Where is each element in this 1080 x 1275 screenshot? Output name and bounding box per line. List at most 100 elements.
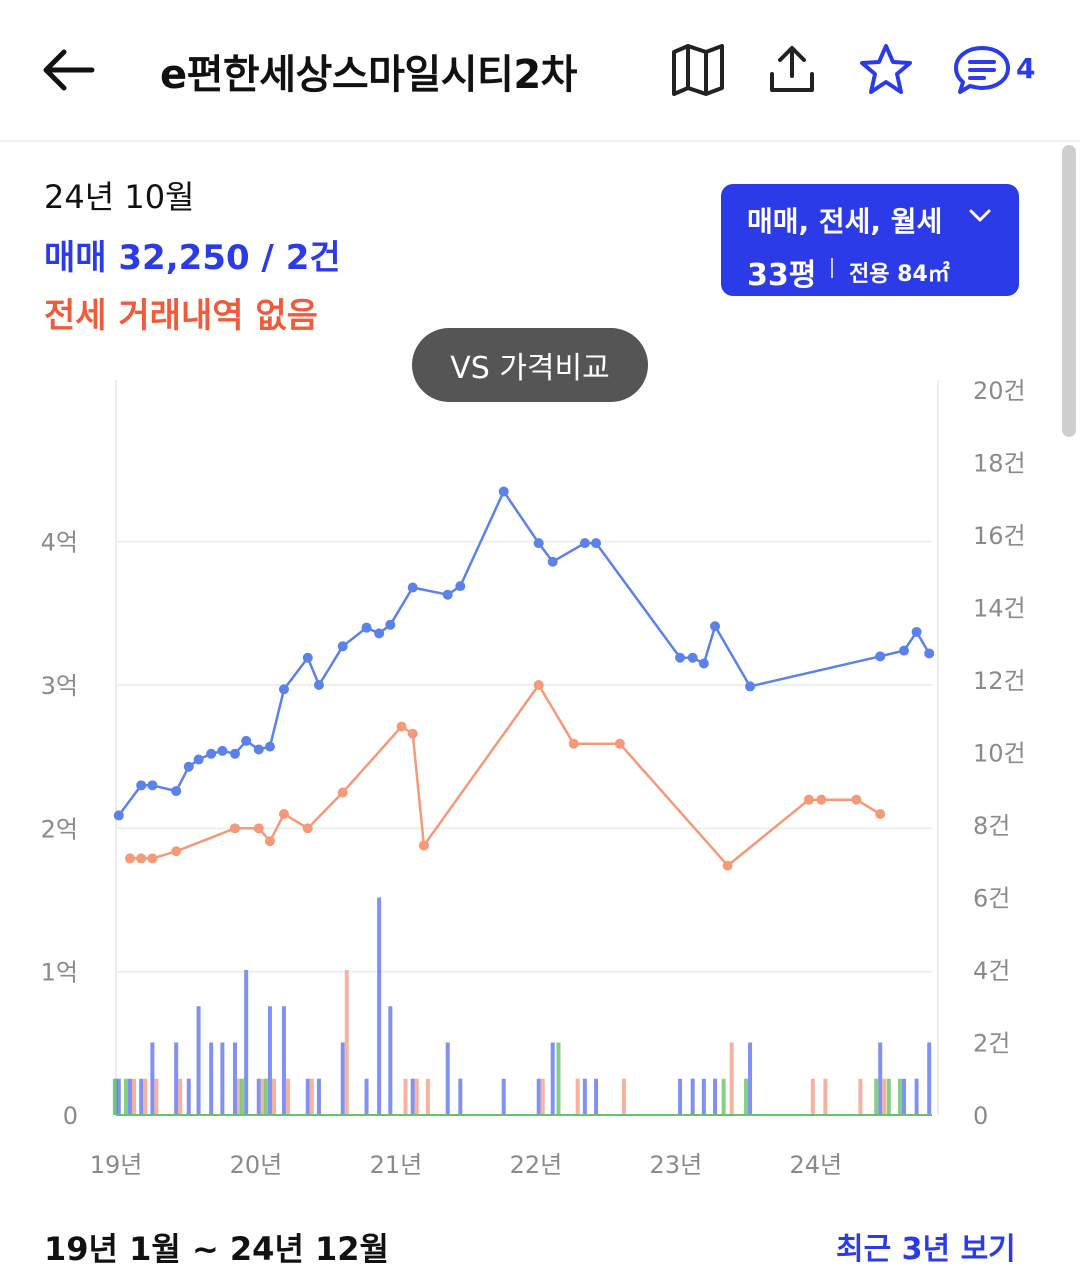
price-point xyxy=(533,538,544,549)
favorite-button[interactable] xyxy=(856,40,916,100)
price-point xyxy=(313,680,324,690)
separator xyxy=(831,258,833,278)
volume-bar xyxy=(281,1006,286,1115)
price-point xyxy=(899,645,910,656)
price-point xyxy=(455,581,466,592)
volume-bar xyxy=(882,1078,887,1115)
area-label: 전용 84㎡ xyxy=(849,262,950,287)
volume-bar xyxy=(267,1006,272,1115)
price-line xyxy=(117,490,931,817)
top-bar: e편한세상스마일시티2차 4 xyxy=(0,0,1080,142)
volume-bar xyxy=(582,1078,587,1115)
back-button[interactable] xyxy=(36,40,100,100)
price-point xyxy=(579,538,590,549)
volume-bar xyxy=(701,1078,706,1115)
price-line xyxy=(130,683,881,867)
volume-bar xyxy=(748,1042,753,1115)
right-axis-tick-label: 6건 xyxy=(973,885,1010,913)
volume-bar xyxy=(364,1078,369,1115)
price-point xyxy=(206,748,217,759)
x-axis-tick-label: 20년 xyxy=(230,1151,283,1179)
volume-bar xyxy=(340,1042,345,1115)
price-point xyxy=(253,823,264,834)
right-axis-tick-label: 14건 xyxy=(973,595,1026,623)
volume-bar xyxy=(425,1078,430,1115)
volume-bar xyxy=(713,1078,718,1115)
right-axis-tick-label: 18건 xyxy=(973,450,1026,478)
price-point xyxy=(418,840,429,851)
trade-type-label: 매매, 전세, 월세 xyxy=(747,205,943,238)
map-icon xyxy=(672,44,724,96)
volume-bar xyxy=(174,1042,179,1115)
recent-3-years-link[interactable]: 최근 3년 보기 xyxy=(836,1232,1016,1267)
x-axis-tick-label: 24년 xyxy=(790,1151,843,1179)
volume-bar xyxy=(556,1042,561,1115)
price-point xyxy=(241,735,252,746)
comments-button[interactable] xyxy=(952,40,1012,100)
left-axis-tick-label: 0 xyxy=(63,1102,78,1130)
volume-bar xyxy=(810,1078,815,1115)
volume-bar xyxy=(309,1078,314,1115)
volume-bar xyxy=(902,1078,907,1115)
volume-bar xyxy=(410,1078,415,1115)
price-point xyxy=(407,582,418,593)
volume-bar xyxy=(729,1042,734,1115)
volume-bar xyxy=(914,1078,919,1115)
volume-bar xyxy=(874,1078,879,1115)
price-point xyxy=(698,658,709,669)
volume-bar xyxy=(377,897,382,1115)
map-button[interactable] xyxy=(668,40,728,100)
price-point xyxy=(568,738,579,749)
price-point xyxy=(302,652,313,663)
jeonse-summary: 전세 거래내역 없음 xyxy=(44,296,318,336)
volume-bar xyxy=(123,1078,128,1115)
volume-bar xyxy=(458,1078,463,1115)
volume-bar xyxy=(721,1078,726,1115)
price-point xyxy=(722,860,733,871)
price-point xyxy=(183,761,194,772)
price-point xyxy=(374,628,385,639)
price-point xyxy=(745,681,756,692)
volume-bar xyxy=(260,1078,265,1115)
volume-bar xyxy=(744,1078,749,1115)
volume-bar xyxy=(445,1042,450,1115)
right-axis-tick-label: 12건 xyxy=(973,667,1026,695)
price-point xyxy=(533,680,544,690)
left-axis-tick-label: 1억 xyxy=(41,959,78,987)
volume-bar xyxy=(886,1078,891,1115)
volume-bar xyxy=(116,1078,121,1115)
price-chart[interactable]: 0 1억 2억 3억 4억 0 2건 4건 6건 8건 10건 12건 14건 16건 18건 20건 19년 2… xyxy=(0,370,1080,1200)
price-point xyxy=(147,780,158,791)
volume-bar xyxy=(139,1078,144,1115)
period-label: 19년 1월 ~ 24년 12월 xyxy=(44,1230,389,1268)
price-point xyxy=(924,648,935,659)
price-point xyxy=(113,810,124,821)
volume-bar xyxy=(403,1078,408,1115)
x-axis-tick-label: 23년 xyxy=(650,1151,703,1179)
volume-bar xyxy=(305,1078,310,1115)
volume-bar xyxy=(196,1006,201,1115)
selected-month: 24년 10월 xyxy=(44,178,195,216)
right-axis-tick-label: 10건 xyxy=(973,740,1026,768)
volume-bar xyxy=(550,1042,555,1115)
price-point xyxy=(253,744,264,755)
volume-bar xyxy=(154,1078,159,1115)
price-point xyxy=(337,641,348,652)
trade-filter-button[interactable]: 매매, 전세, 월세 33평 전용 84㎡ xyxy=(721,184,1019,296)
volume-bar xyxy=(236,1078,241,1115)
price-point xyxy=(396,721,407,732)
volume-bar xyxy=(316,1078,321,1115)
price-point xyxy=(816,794,827,805)
right-axis-tick-label: 4건 xyxy=(973,957,1010,985)
volume-bar xyxy=(540,1078,545,1115)
price-point xyxy=(875,809,886,819)
page-title: e편한세상스마일시티2차 xyxy=(160,52,577,98)
price-point xyxy=(229,748,240,759)
share-button[interactable] xyxy=(762,40,822,100)
comments-count: 4 xyxy=(1016,52,1036,85)
vs-compare-button[interactable]: VS 가격비교 xyxy=(412,328,648,402)
x-axis-tick-label: 22년 xyxy=(510,1151,563,1179)
price-point xyxy=(264,836,275,847)
scrollbar[interactable] xyxy=(1062,145,1076,437)
price-point xyxy=(675,652,686,663)
